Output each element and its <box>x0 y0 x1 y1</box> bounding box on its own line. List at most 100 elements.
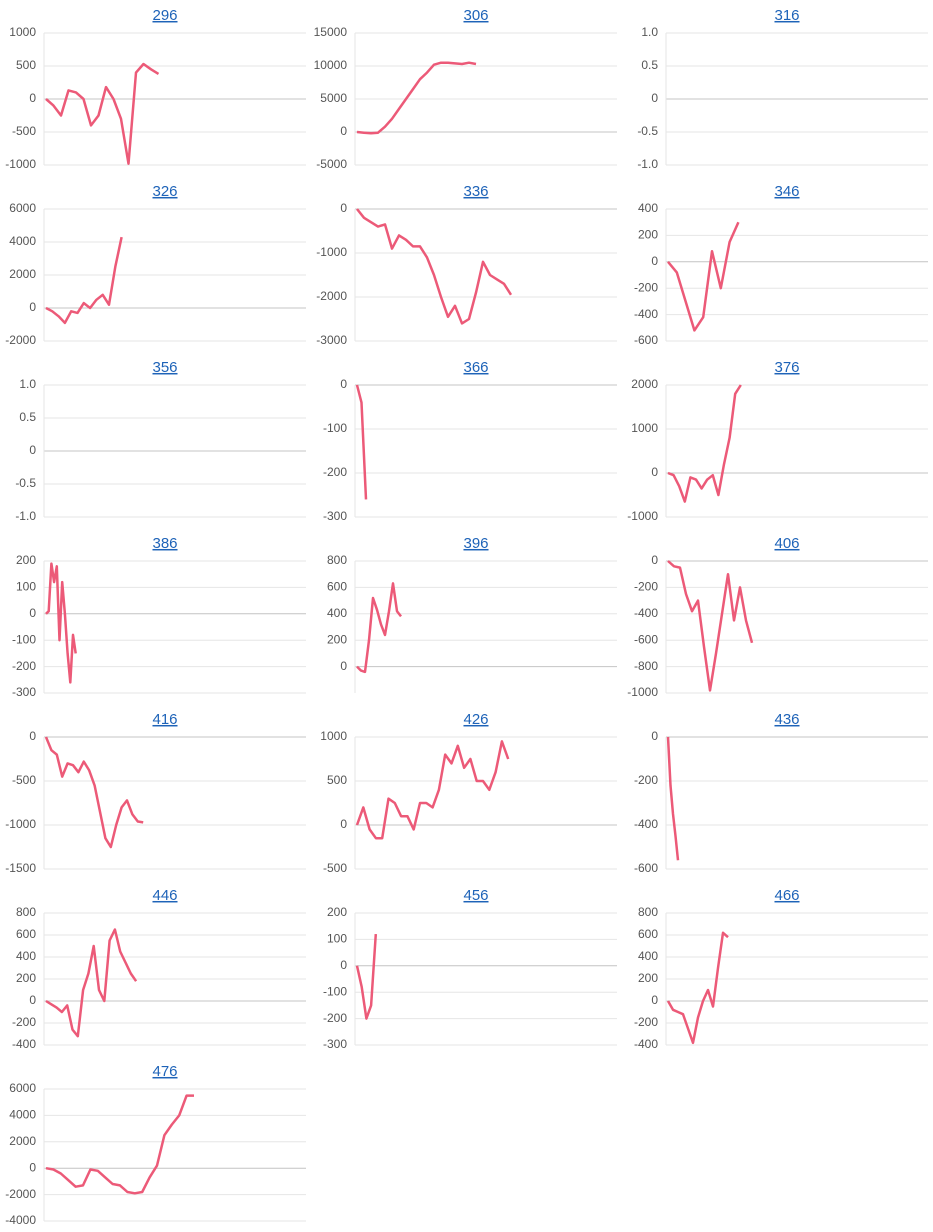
chart-title[interactable]: 346 <box>774 183 799 200</box>
y-tick-label: 0 <box>340 659 347 673</box>
chart-title[interactable]: 446 <box>152 887 177 904</box>
data-line <box>356 61 477 135</box>
y-tick-label: 400 <box>638 949 658 963</box>
y-tick-label: -200 <box>323 465 347 479</box>
y-tick-label: 600 <box>327 580 347 594</box>
data-line <box>666 736 680 861</box>
y-tick-label: 800 <box>638 905 658 919</box>
y-tick-label: -300 <box>323 1037 347 1051</box>
chart-title[interactable]: 326 <box>152 183 177 200</box>
chart-title[interactable]: 336 <box>463 183 488 200</box>
y-tick-label: -600 <box>634 861 658 875</box>
data-line <box>45 562 77 684</box>
y-tick-label: -1.0 <box>637 157 658 171</box>
y-tick-label: 0 <box>651 993 658 1007</box>
y-tick-label: 6000 <box>9 1081 36 1095</box>
chart-title[interactable]: 386 <box>152 535 177 552</box>
y-tick-label: 0.5 <box>641 58 658 72</box>
y-tick-label: 0 <box>651 91 658 105</box>
data-line <box>666 931 729 1045</box>
y-tick-label: 6000 <box>9 201 36 215</box>
data-line <box>667 560 754 692</box>
y-tick-label: 200 <box>16 553 36 567</box>
y-tick-label: 500 <box>16 58 36 72</box>
y-tick-label: -2000 <box>5 1187 36 1201</box>
y-tick-label: -400 <box>634 1037 658 1051</box>
y-tick-label: -1000 <box>627 509 658 523</box>
y-tick-label: 4000 <box>9 1108 36 1122</box>
y-tick-label: 0 <box>651 465 658 479</box>
y-tick-label: 0 <box>340 958 347 972</box>
y-tick-label: 0 <box>651 553 658 567</box>
y-tick-label: -4000 <box>5 1213 36 1227</box>
data-line <box>667 384 742 503</box>
y-tick-label: -400 <box>12 1037 36 1051</box>
chart-title[interactable]: 456 <box>463 887 488 904</box>
chart-title[interactable]: 366 <box>463 359 488 376</box>
y-tick-label: -100 <box>12 632 36 646</box>
chart-title[interactable]: 306 <box>463 7 488 24</box>
y-tick-label: 400 <box>638 201 658 215</box>
y-tick-label: -1000 <box>316 245 347 259</box>
y-tick-label: -500 <box>12 124 36 138</box>
y-tick-label: -100 <box>323 421 347 435</box>
y-tick-label: -200 <box>634 580 658 594</box>
chart-title[interactable]: 376 <box>774 359 799 376</box>
chart-title[interactable]: 416 <box>152 711 177 728</box>
y-tick-label: -200 <box>634 280 658 294</box>
y-tick-label: -600 <box>634 333 658 347</box>
y-tick-label: 0 <box>651 729 658 743</box>
chart-title[interactable]: 476 <box>152 1063 177 1080</box>
chart-title[interactable]: 406 <box>774 535 799 552</box>
y-tick-label: 0 <box>340 817 347 831</box>
data-line <box>355 934 378 1020</box>
y-tick-label: 0 <box>29 443 36 457</box>
y-tick-label: -500 <box>12 773 36 787</box>
chart-title[interactable]: 396 <box>463 535 488 552</box>
y-tick-label: 5000 <box>320 91 347 105</box>
data-line <box>356 582 402 674</box>
data-line <box>45 928 138 1038</box>
data-line <box>355 384 368 500</box>
y-tick-label: 800 <box>327 553 347 567</box>
y-tick-label: 0 <box>651 254 658 268</box>
y-tick-label: -800 <box>634 659 658 673</box>
y-tick-label: 1000 <box>631 421 658 435</box>
chart-title[interactable]: 436 <box>774 711 799 728</box>
y-tick-label: -1000 <box>5 817 36 831</box>
y-tick-label: 200 <box>327 632 347 646</box>
y-tick-label: 0 <box>340 201 347 215</box>
y-tick-label: -300 <box>323 509 347 523</box>
y-tick-label: 800 <box>16 905 36 919</box>
y-tick-label: -2000 <box>316 289 347 303</box>
y-tick-label: -0.5 <box>637 124 658 138</box>
y-tick-label: -300 <box>12 685 36 699</box>
y-tick-label: 200 <box>638 228 658 242</box>
y-tick-label: 100 <box>16 580 36 594</box>
y-tick-label: -200 <box>634 1015 658 1029</box>
y-tick-label: -400 <box>634 606 658 620</box>
y-tick-label: -600 <box>634 632 658 646</box>
y-tick-label: 0 <box>29 606 36 620</box>
y-tick-label: 4000 <box>9 234 36 248</box>
y-tick-label: 1.0 <box>641 25 658 39</box>
y-tick-label: 200 <box>638 971 658 985</box>
y-tick-label: 1.0 <box>19 377 36 391</box>
y-tick-label: 1000 <box>9 25 36 39</box>
y-tick-label: -1.0 <box>15 509 36 523</box>
y-tick-label: 15000 <box>314 25 348 39</box>
chart-title[interactable]: 316 <box>774 7 799 24</box>
y-tick-label: 200 <box>16 971 36 985</box>
y-tick-label: -200 <box>12 1015 36 1029</box>
chart-title[interactable]: 466 <box>774 887 799 904</box>
y-tick-label: 2000 <box>631 377 658 391</box>
chart-title[interactable]: 426 <box>463 711 488 728</box>
y-tick-label: 0 <box>29 91 36 105</box>
y-tick-label: 100 <box>327 932 347 946</box>
y-tick-label: 0 <box>29 300 36 314</box>
chart-title[interactable]: 296 <box>152 7 177 24</box>
y-tick-label: -1500 <box>5 861 36 875</box>
y-tick-label: 600 <box>16 927 36 941</box>
chart-title[interactable]: 356 <box>152 359 177 376</box>
